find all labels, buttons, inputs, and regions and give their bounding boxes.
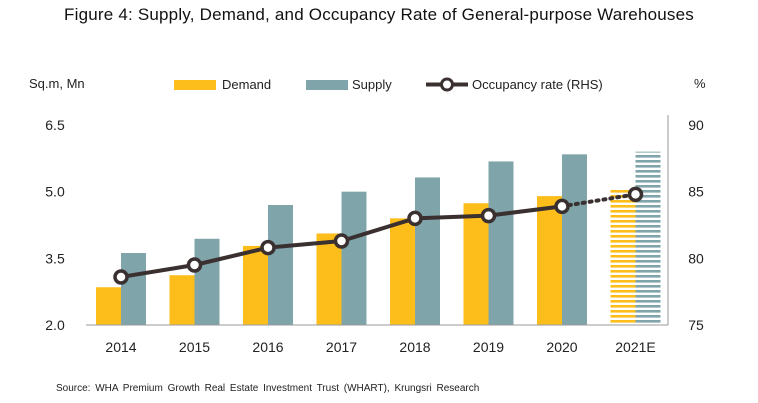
y-right-tick-label: 80 [688, 250, 704, 266]
x-tick-label: 2021E [615, 339, 655, 355]
occupancy-line-estimate [560, 192, 638, 209]
y-right-tick-label: 75 [688, 317, 704, 333]
supply-bar [488, 161, 514, 325]
source-note: Source: WHA Premium Growth Real Estate I… [56, 383, 480, 394]
x-tick-label: 2018 [399, 339, 430, 355]
x-tick-label: 2019 [473, 339, 504, 355]
y-left-tick-label: 6.5 [45, 117, 65, 133]
y-axis-right-label: % [694, 76, 706, 91]
supply-bar [562, 154, 587, 325]
x-tick-label: 2015 [179, 339, 210, 355]
occupancy-marker [480, 207, 497, 224]
x-tick-label: 2020 [546, 339, 577, 355]
demand-bar [463, 203, 489, 325]
y-axis-left-label: Sq.m, Mn [29, 76, 85, 91]
legend-supply-swatch [306, 80, 348, 90]
legend-occupancy-marker [440, 77, 454, 92]
y-left-tick-label: 3.5 [45, 250, 65, 266]
y-left-tick-label: 2.0 [45, 317, 65, 333]
occupancy-line [113, 186, 644, 285]
supply-bar [194, 238, 220, 325]
y-axis-left-ticks: 2.0 3.5 5.0 6.5 [45, 117, 65, 333]
supply-bar [121, 253, 146, 325]
chart-title: Figure 4: Supply, Demand, and Occupancy … [64, 5, 694, 24]
demand-bar [537, 196, 562, 325]
occupancy-marker [554, 198, 570, 215]
demand-bar [243, 245, 268, 325]
y-axis-right-ticks: 75 80 85 90 [688, 117, 704, 333]
occupancy-marker [186, 257, 203, 273]
legend: Demand Supply Occupancy rate (RHS) [174, 77, 603, 92]
legend-supply-label: Supply [352, 77, 392, 92]
legend-demand-swatch [174, 80, 216, 90]
demand-bar [316, 233, 342, 325]
demand-bar [96, 287, 121, 325]
supply-bar [635, 151, 661, 325]
demand-bar [169, 275, 195, 325]
legend-demand-label: Demand [222, 77, 271, 92]
legend-occupancy-label: Occupancy rate (RHS) [472, 77, 603, 92]
x-axis-ticks: 2014 2015 2016 2017 2018 2019 2020 2021E [105, 339, 655, 355]
occupancy-marker [113, 269, 129, 285]
occupancy-marker [627, 186, 644, 203]
y-right-tick-label: 85 [688, 184, 704, 200]
x-tick-label: 2017 [326, 339, 357, 355]
occupancy-marker [333, 233, 350, 249]
supply-bar [415, 177, 440, 325]
demand-bar [390, 218, 415, 325]
demand-bar [610, 188, 636, 325]
x-tick-label: 2016 [252, 339, 283, 355]
y-left-tick-label: 5.0 [45, 184, 65, 200]
occupancy-marker [260, 239, 276, 256]
supply-bar [268, 205, 293, 325]
y-right-tick-label: 90 [688, 117, 704, 133]
occupancy-marker [407, 210, 423, 227]
bars [96, 151, 661, 325]
supply-bar [341, 191, 367, 325]
x-tick-label: 2014 [105, 339, 136, 355]
